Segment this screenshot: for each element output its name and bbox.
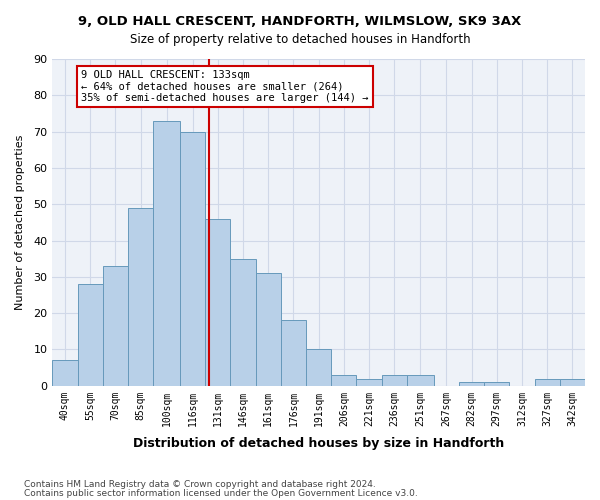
Y-axis label: Number of detached properties: Number of detached properties xyxy=(15,134,25,310)
Bar xyxy=(356,378,382,386)
Bar xyxy=(459,382,484,386)
Bar xyxy=(560,378,585,386)
Text: 9 OLD HALL CRESCENT: 133sqm
← 64% of detached houses are smaller (264)
35% of se: 9 OLD HALL CRESCENT: 133sqm ← 64% of det… xyxy=(81,70,368,103)
X-axis label: Distribution of detached houses by size in Handforth: Distribution of detached houses by size … xyxy=(133,437,504,450)
Bar xyxy=(256,273,281,386)
Bar xyxy=(535,378,560,386)
Bar xyxy=(205,219,230,386)
Text: 9, OLD HALL CRESCENT, HANDFORTH, WILMSLOW, SK9 3AX: 9, OLD HALL CRESCENT, HANDFORTH, WILMSLO… xyxy=(79,15,521,28)
Bar xyxy=(382,375,407,386)
Bar xyxy=(306,350,331,386)
Bar xyxy=(103,266,128,386)
Text: Contains HM Land Registry data © Crown copyright and database right 2024.: Contains HM Land Registry data © Crown c… xyxy=(24,480,376,489)
Bar xyxy=(484,382,509,386)
Bar xyxy=(407,375,434,386)
Bar xyxy=(77,284,103,386)
Bar xyxy=(180,132,205,386)
Bar xyxy=(331,375,356,386)
Bar xyxy=(281,320,306,386)
Bar xyxy=(52,360,77,386)
Bar xyxy=(230,258,256,386)
Bar xyxy=(128,208,153,386)
Text: Contains public sector information licensed under the Open Government Licence v3: Contains public sector information licen… xyxy=(24,488,418,498)
Text: Size of property relative to detached houses in Handforth: Size of property relative to detached ho… xyxy=(130,32,470,46)
Bar xyxy=(153,120,180,386)
